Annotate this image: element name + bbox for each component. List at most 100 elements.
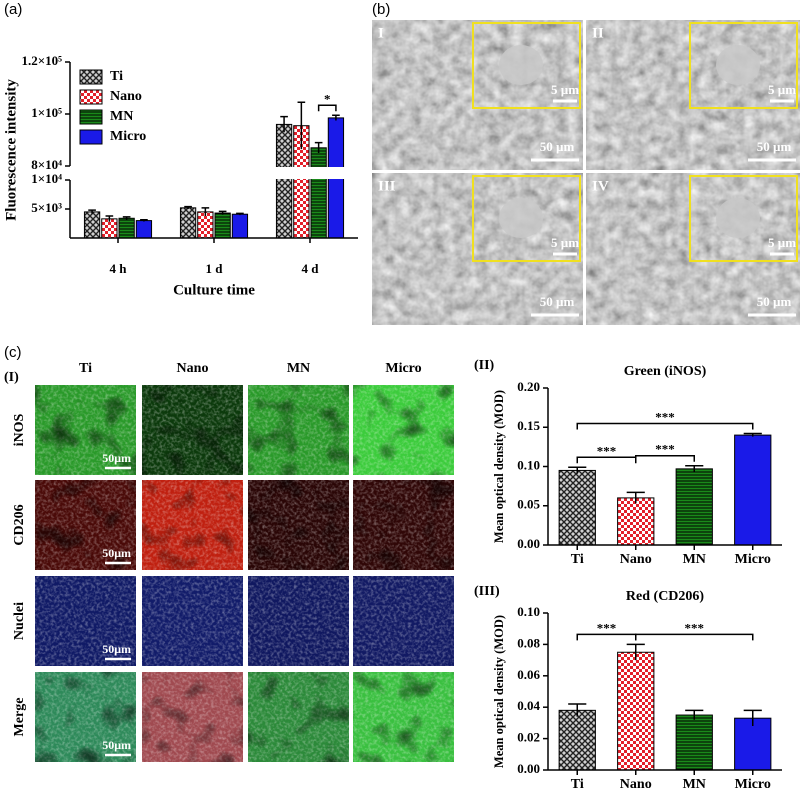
row-label: iNOS (12, 413, 27, 446)
error-bar (122, 216, 131, 220)
x-tick-label: 4 h (110, 261, 128, 276)
x-tick-label: MN (683, 552, 706, 567)
significance-label: *** (685, 620, 705, 635)
y-tick-label: 1×10⁵ (31, 105, 62, 120)
bar (83, 211, 101, 239)
error-bar (332, 114, 340, 121)
error-bar (568, 703, 587, 717)
sem-inset-border (472, 175, 581, 262)
y-tick-label: 0.10 (517, 457, 540, 472)
subpanel-label: (I) (4, 370, 19, 385)
bar (310, 147, 327, 239)
bar (617, 497, 655, 546)
inset-scale-label: 5 µm (551, 82, 579, 97)
error-bar (201, 207, 210, 216)
chart-title: Green (iNOS) (624, 364, 707, 379)
bar (275, 123, 293, 239)
y-axis-label: Mean optical density (MOD) (492, 390, 506, 543)
fluorescence-dark (142, 672, 243, 762)
legend-label: Nano (110, 89, 142, 104)
bar (675, 468, 713, 546)
fluorescence-dark (353, 480, 454, 570)
significance-label: *** (655, 442, 675, 457)
x-tick-label: Ti (571, 777, 584, 792)
x-tick-label: 1 d (206, 261, 224, 276)
x-axis-label: Culture time (173, 282, 255, 298)
significance-bracket (635, 633, 754, 641)
error-bar (297, 101, 306, 150)
y-tick-label: 0.15 (517, 418, 540, 433)
scale-label: 50μm (102, 642, 131, 656)
y-tick-label: 1×10⁴ (31, 171, 62, 186)
error-bar (105, 215, 114, 222)
axis-break (62, 167, 358, 179)
significance-bracket (317, 104, 337, 112)
subpanel-label: (II) (474, 358, 495, 373)
sem-image-label: III (378, 178, 396, 194)
bar (558, 709, 596, 771)
column-label: Nano (177, 361, 209, 376)
bar (617, 651, 655, 771)
y-axis-label: Mean optical density (MOD) (492, 615, 506, 768)
fluorescence-dark (35, 480, 136, 570)
row-label: CD206 (12, 504, 27, 545)
error-bar (626, 491, 645, 504)
legend-label: Ti (110, 69, 123, 84)
sem-cell (499, 45, 543, 85)
error-bar (236, 212, 244, 216)
error-bar (568, 466, 587, 474)
y-tick-label: 0.10 (517, 604, 540, 619)
y-tick-label: 0.05 (517, 497, 540, 512)
significance-label: * (324, 91, 331, 106)
scale-label: 50μm (102, 738, 131, 752)
legend-swatch (79, 109, 103, 125)
error-bar (280, 115, 288, 133)
chart-title: Red (CD206) (626, 589, 704, 604)
row-label: Nuclei (12, 602, 27, 640)
error-bar (184, 205, 192, 209)
fluorescence-texture (142, 576, 243, 666)
scale-label: 50 µm (540, 139, 575, 154)
significance-bracket (576, 422, 754, 430)
y-tick-label: 0.04 (517, 698, 540, 713)
legend-swatch (79, 129, 103, 145)
inset-scale-label: 5 µm (768, 82, 796, 97)
panel-label: (c) (4, 344, 22, 361)
fluorescence-texture (353, 576, 454, 666)
sem-image-label: II (592, 25, 604, 41)
significance-label: *** (597, 443, 617, 458)
error-bar (140, 218, 148, 222)
legend-swatch (79, 89, 103, 105)
bar (734, 434, 772, 546)
y-tick-label: 0.00 (517, 536, 540, 551)
y-tick-label: 8×10⁴ (31, 157, 62, 172)
fluorescence-texture (35, 576, 136, 666)
y-tick-label: 0.06 (517, 667, 540, 682)
fluorescence-dark (353, 672, 454, 762)
error-bar (685, 464, 704, 472)
significance-bracket (635, 454, 695, 462)
column-label: Micro (385, 361, 421, 376)
error-bar (88, 209, 96, 214)
y-tick-label: 0.02 (517, 730, 540, 745)
legend-swatch (79, 69, 103, 85)
fluorescence-dark (248, 672, 349, 762)
x-tick-label: MN (683, 777, 706, 792)
x-tick-label: Micro (735, 777, 771, 792)
scale-label: 50μm (102, 451, 131, 465)
x-tick-label: Micro (735, 552, 771, 567)
fluorescence-texture (248, 576, 349, 666)
sem-cell (499, 198, 543, 238)
error-bar (626, 643, 645, 661)
fluorescence-dark (248, 385, 349, 475)
x-tick-label: Nano (620, 777, 652, 792)
y-axis-label: Fluorescence intensity (3, 79, 19, 221)
y-tick-label: 0.08 (517, 635, 540, 650)
inset-scale-label: 5 µm (768, 235, 796, 250)
bar (675, 714, 713, 771)
error-bar (314, 141, 323, 153)
significance-label: *** (655, 410, 675, 425)
fluorescence-dark (35, 672, 136, 762)
scale-label: 50 µm (757, 294, 792, 309)
